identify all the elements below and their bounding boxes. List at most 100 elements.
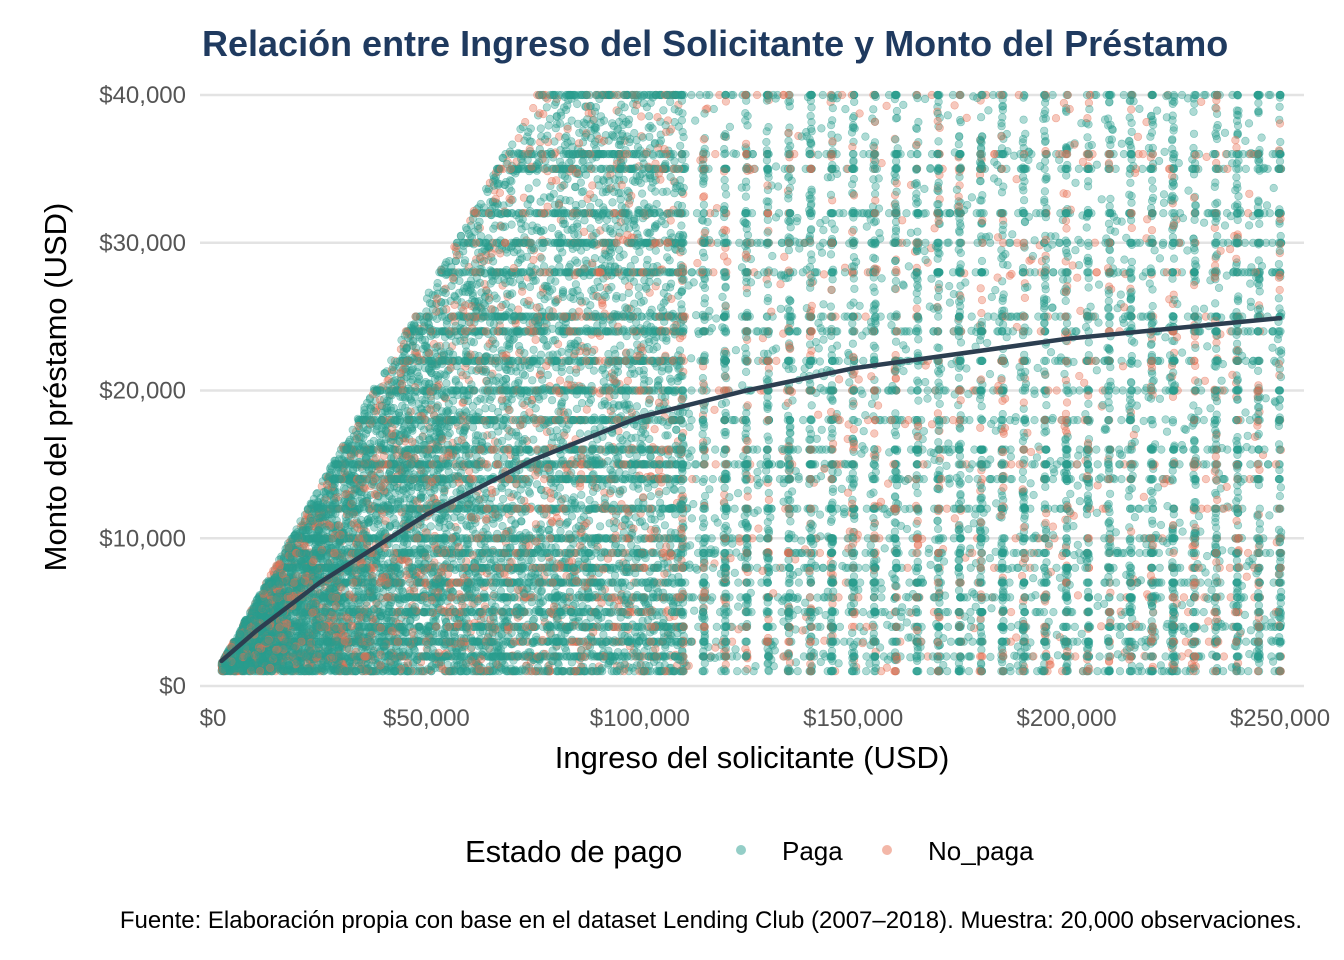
point-paga <box>1018 467 1028 476</box>
point-no-paga <box>772 356 781 366</box>
point-paga <box>850 97 859 106</box>
point-no-paga <box>1019 398 1028 407</box>
point-paga <box>921 378 930 387</box>
point-paga <box>670 105 679 114</box>
point-no-paga <box>563 124 572 134</box>
point-paga <box>721 183 730 192</box>
point-paga <box>921 255 930 265</box>
point-paga <box>826 302 836 311</box>
point-no-paga <box>850 622 859 632</box>
point-paga <box>620 276 630 285</box>
point-paga <box>608 198 617 207</box>
point-paga <box>799 416 808 425</box>
point-no-paga <box>882 101 891 110</box>
scatter-points <box>217 90 1286 676</box>
point-paga <box>1246 279 1255 288</box>
point-paga <box>1040 195 1049 204</box>
point-paga <box>926 560 935 569</box>
point-paga <box>653 277 662 287</box>
point-paga <box>730 504 739 513</box>
point-paga <box>991 286 1000 295</box>
point-paga <box>892 187 901 196</box>
point-paga <box>733 489 743 498</box>
point-paga <box>678 109 687 118</box>
point-paga <box>1220 221 1230 230</box>
point-no-paga <box>861 312 870 321</box>
point-paga <box>557 367 566 377</box>
point-paga <box>691 116 700 125</box>
point-paga <box>1263 460 1273 469</box>
point-no-paga <box>637 112 646 121</box>
point-paga <box>1105 319 1114 328</box>
point-no-paga <box>976 423 985 432</box>
point-no-paga <box>1225 245 1235 254</box>
point-paga <box>725 122 735 131</box>
point-no-paga <box>1275 119 1285 128</box>
point-paga <box>1243 431 1252 440</box>
point-paga <box>705 485 714 494</box>
point-paga <box>1217 376 1226 385</box>
point-paga <box>964 525 973 534</box>
point-paga <box>700 294 710 303</box>
point-paga <box>947 360 956 369</box>
point-paga <box>877 274 886 283</box>
point-paga <box>546 181 555 191</box>
point-paga <box>1161 652 1170 661</box>
point-no-paga <box>814 410 823 419</box>
point-no-paga <box>1201 475 1210 484</box>
point-paga <box>1070 622 1079 632</box>
point-paga <box>861 132 870 141</box>
point-paga <box>741 367 751 377</box>
point-no-paga <box>870 429 879 438</box>
point-paga <box>866 541 875 550</box>
point-paga <box>1106 194 1115 203</box>
point-paga <box>1040 98 1050 107</box>
point-paga <box>1070 563 1080 572</box>
point-paga <box>914 396 923 405</box>
point-paga <box>1213 198 1222 207</box>
point-paga <box>984 106 993 115</box>
chart-title: Relación entre Ingreso del Solicitante y… <box>202 23 1228 64</box>
point-paga <box>768 251 777 261</box>
point-paga <box>698 430 707 439</box>
point-paga <box>1073 540 1082 550</box>
point-paga <box>1177 348 1187 357</box>
point-paga <box>1199 607 1208 617</box>
point-paga <box>964 475 973 484</box>
point-paga <box>862 652 871 661</box>
point-paga <box>795 244 804 253</box>
point-paga <box>859 427 868 436</box>
point-paga <box>1202 551 1212 561</box>
point-paga <box>1181 425 1190 435</box>
point-paga <box>926 448 935 457</box>
point-no-paga <box>1076 306 1085 316</box>
point-paga <box>1246 460 1255 469</box>
point-paga <box>776 304 785 313</box>
point-paga <box>914 117 923 127</box>
point-paga <box>1207 585 1216 595</box>
point-paga <box>1159 209 1168 218</box>
point-no-paga <box>1139 492 1148 502</box>
point-paga <box>1276 137 1285 147</box>
point-paga <box>1048 90 1057 100</box>
point-no-paga <box>780 252 789 261</box>
point-paga <box>794 578 804 587</box>
point-paga <box>595 522 605 531</box>
point-paga <box>840 637 849 646</box>
point-paga <box>1155 254 1164 263</box>
point-paga <box>672 425 681 434</box>
point-paga <box>933 524 943 534</box>
point-paga <box>1189 129 1199 138</box>
point-no-paga <box>650 425 659 434</box>
point-paga <box>556 527 565 536</box>
point-paga <box>827 515 836 524</box>
point-paga <box>741 116 750 125</box>
point-paga <box>544 526 553 535</box>
point-paga <box>685 422 694 432</box>
point-no-paga <box>785 153 794 162</box>
point-no-paga <box>977 296 987 305</box>
point-no-paga <box>1048 522 1058 531</box>
point-paga <box>833 468 842 477</box>
point-paga <box>1155 563 1164 572</box>
